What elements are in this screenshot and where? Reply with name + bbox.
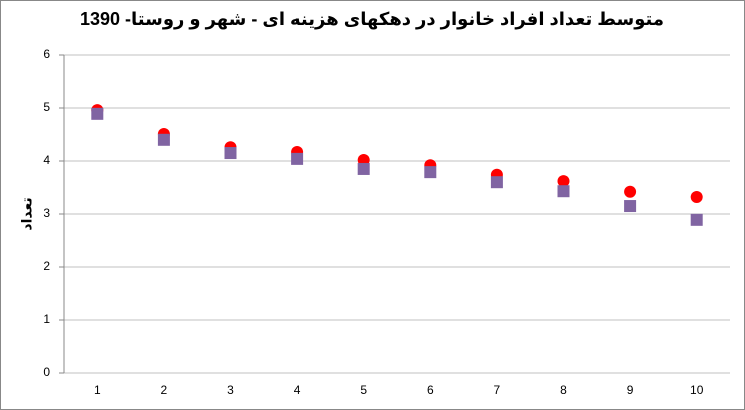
y-tick-label: 4 xyxy=(43,153,50,167)
point xyxy=(624,185,637,198)
point xyxy=(690,213,703,226)
y-tick-label: 1 xyxy=(43,312,50,326)
point xyxy=(624,200,637,213)
x-tick-label: 2 xyxy=(161,383,168,397)
point xyxy=(490,176,503,189)
point xyxy=(357,153,370,166)
y-tick-label: 0 xyxy=(43,365,50,379)
y-tick-label: 3 xyxy=(43,206,50,220)
point xyxy=(91,107,104,120)
point xyxy=(357,162,370,175)
chart-title: متوسط تعداد افراد خانوار در دهکهای هزینه… xyxy=(80,9,664,30)
x-tick-label: 4 xyxy=(294,383,301,397)
x-tick-label: 6 xyxy=(427,383,434,397)
point xyxy=(690,191,703,204)
x-tick-label: 7 xyxy=(494,383,501,397)
x-tick-label: 1 xyxy=(94,383,101,397)
point xyxy=(291,152,304,165)
x-tick-label: 3 xyxy=(227,383,234,397)
point xyxy=(224,147,237,160)
point xyxy=(557,185,570,198)
point xyxy=(157,133,170,146)
y-tick-label: 6 xyxy=(43,47,50,61)
x-tick-label: 9 xyxy=(627,383,634,397)
y-axis-label: تعداد xyxy=(19,197,35,230)
x-tick-label: 5 xyxy=(360,383,367,397)
x-tick-label: 8 xyxy=(560,383,567,397)
y-tick-label: 5 xyxy=(43,100,50,114)
y-tick-label: 2 xyxy=(43,259,50,273)
point xyxy=(424,166,437,179)
point xyxy=(557,175,570,188)
x-tick-label: 10 xyxy=(690,383,704,397)
